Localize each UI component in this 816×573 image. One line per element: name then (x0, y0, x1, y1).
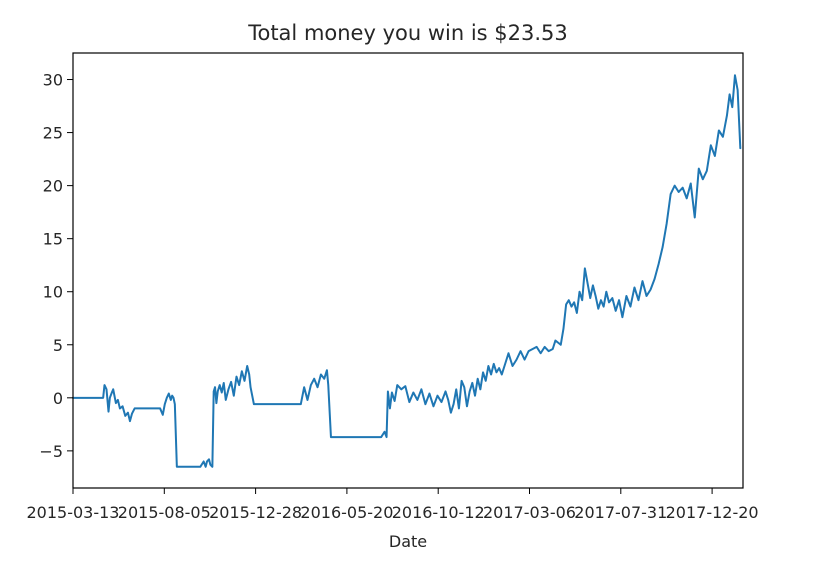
y-axis: −5 0 5 10 15 20 25 30 (39, 71, 73, 461)
x-tick-label: 2015-12-28 (209, 503, 302, 522)
chart-title: Total money you win is $23.53 (247, 21, 568, 45)
y-tick-label: 15 (43, 230, 63, 249)
x-tick-label: 2016-10-12 (392, 503, 485, 522)
x-tick-label: 2015-03-13 (27, 503, 120, 522)
y-tick-label: −5 (39, 442, 63, 461)
x-tick-label: 2015-08-05 (118, 503, 211, 522)
x-axis-title: Date (389, 532, 427, 551)
y-tick-label: 30 (43, 71, 63, 90)
y-tick-label: 5 (53, 336, 63, 355)
series-line-0 (72, 74, 742, 468)
y-tick-label: 20 (43, 177, 63, 196)
plot-area (72, 74, 742, 468)
x-axis: 2015-03-132015-08-052015-12-282016-05-20… (27, 488, 759, 522)
y-tick-label: 10 (43, 283, 63, 302)
x-tick-label: 2017-03-06 (483, 503, 576, 522)
plot-frame (72, 52, 744, 489)
x-tick-label: 2016-05-20 (300, 503, 393, 522)
x-tick-label: 2017-07-31 (574, 503, 667, 522)
x-tick-label: 2017-12-20 (666, 503, 759, 522)
y-tick-label: 25 (43, 124, 63, 143)
y-tick-label: 0 (53, 389, 63, 408)
